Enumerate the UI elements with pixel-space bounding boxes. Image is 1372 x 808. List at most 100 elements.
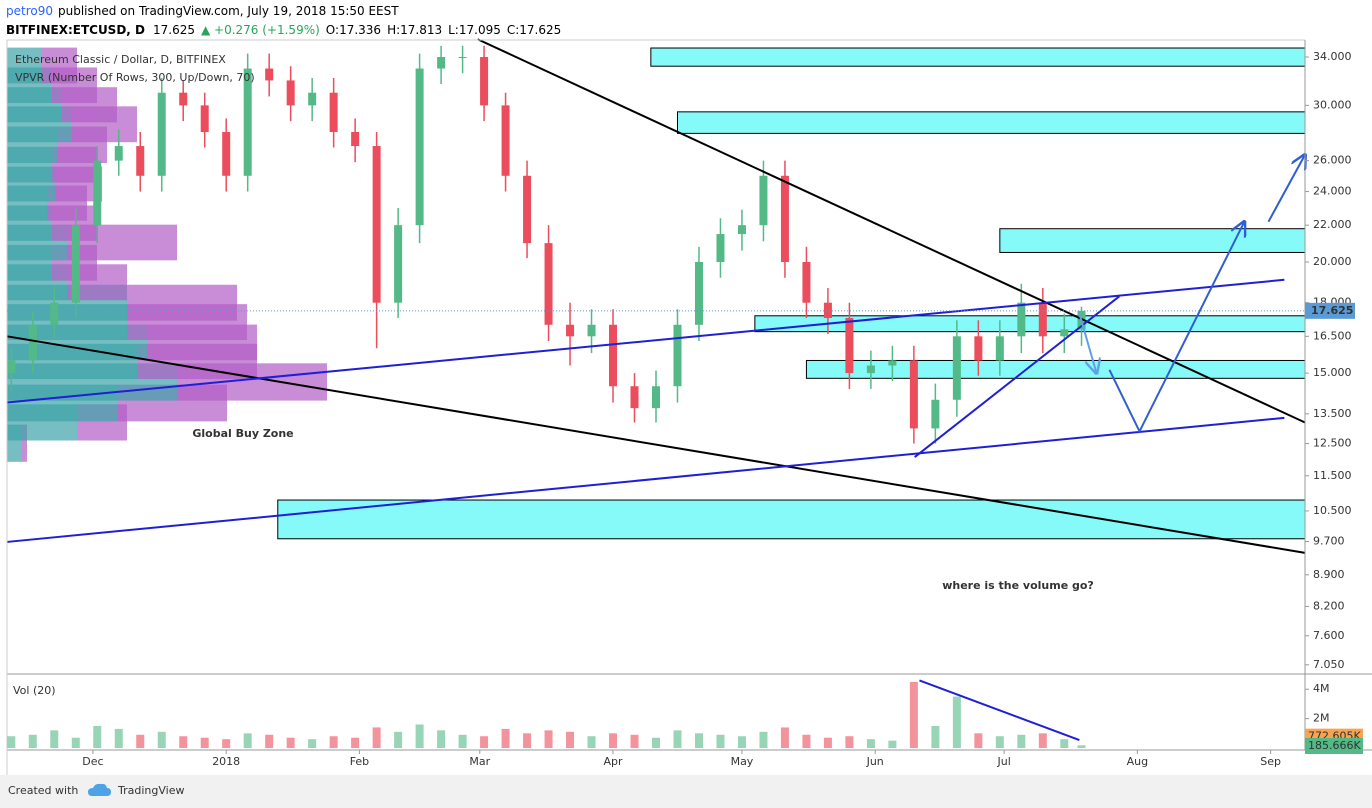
candle-body <box>952 336 961 400</box>
volume-bar <box>286 737 295 748</box>
volume-title: Vol (20) <box>13 684 56 697</box>
vpvr-down <box>42 47 77 84</box>
volume-last-label: 185.666K <box>1308 739 1361 752</box>
volume-bar <box>673 730 682 748</box>
candle-body <box>157 92 166 176</box>
candle-body <box>93 160 102 226</box>
candle-body <box>114 146 123 161</box>
y-tick-label: 12.500 <box>1313 437 1352 450</box>
vpvr-title: VPVR (Number Of Rows, 300, Up/Down, 70) <box>15 71 255 84</box>
candle-body <box>394 225 403 303</box>
volume-bar <box>1077 745 1086 748</box>
candle-body <box>50 302 59 325</box>
trend-line <box>6 278 1285 404</box>
candle-body <box>652 386 660 409</box>
x-tick-label: Aug <box>1127 755 1148 768</box>
ohlc: O:17.336 <box>326 23 381 37</box>
candle-body <box>609 324 618 387</box>
volume-bar <box>931 725 940 748</box>
annotation: Global Buy Zone <box>192 427 293 440</box>
volume-bar <box>222 739 231 748</box>
x-tick-label: Jun <box>866 755 884 768</box>
trend-line <box>477 38 1306 424</box>
volume-bar <box>523 733 532 748</box>
trend-line <box>914 295 1120 458</box>
x-tick-label: Mar <box>469 755 490 768</box>
x-tick-label: 2018 <box>212 755 240 768</box>
price-pane <box>6 38 1306 742</box>
volume-bar <box>609 733 618 748</box>
volume-bar <box>394 731 403 748</box>
volume-bar <box>265 734 274 748</box>
vpvr-up <box>7 47 42 84</box>
candle-body <box>437 57 446 69</box>
volume-tick-label: 2M <box>1313 712 1330 725</box>
ohlc: L:17.095 <box>448 23 501 37</box>
volume-bar <box>544 730 553 748</box>
candle-body <box>28 324 37 361</box>
author[interactable]: petro90 <box>6 4 53 18</box>
y-tick-label: 20.000 <box>1313 255 1352 268</box>
trend-line <box>6 335 1306 554</box>
volume-bar <box>866 739 875 748</box>
candle-body <box>308 92 317 106</box>
candle-body <box>179 92 188 106</box>
vpvr-down <box>127 284 237 321</box>
candle-body <box>7 360 16 374</box>
change: ▲ +0.276 (+1.59%) <box>201 23 320 37</box>
published: published on TradingView.com, July 19, 2… <box>58 4 399 18</box>
volume-bar <box>652 737 660 748</box>
volume-bar <box>909 681 918 748</box>
y-tick-label: 10.500 <box>1313 504 1352 517</box>
candle-body <box>566 324 575 337</box>
volume-bar <box>587 736 596 748</box>
volume-bar <box>458 734 467 748</box>
volume-bar <box>200 737 209 748</box>
candle-body <box>737 225 746 235</box>
y-tick-label: 7.050 <box>1313 658 1345 671</box>
volume-bar <box>716 734 725 748</box>
logo[interactable] <box>88 783 111 796</box>
y-tick-label: 11.500 <box>1313 469 1352 482</box>
volume-bar <box>480 736 489 748</box>
candle-body <box>136 146 145 176</box>
y-tick-label: 8.900 <box>1313 568 1345 581</box>
candle-body <box>480 57 489 106</box>
y-tick-label: 8.200 <box>1313 599 1345 612</box>
candle-body <box>995 336 1004 361</box>
candle-body <box>523 175 532 244</box>
candle-body <box>888 360 897 366</box>
y-tick-label: 7.600 <box>1313 629 1345 642</box>
footer <box>0 775 1372 808</box>
candle-body <box>866 365 875 374</box>
x-tick-label: May <box>731 755 754 768</box>
y-tick-label: 16.500 <box>1313 329 1352 342</box>
volume-bar <box>351 737 360 748</box>
x-tick-label: Jul <box>996 755 1010 768</box>
ohlc: H:17.813 <box>387 23 442 37</box>
volume-bar <box>308 739 317 748</box>
price-zone <box>805 359 1306 379</box>
arrow <box>1108 222 1244 434</box>
price: 17.625 <box>153 23 195 37</box>
y-tick-label: 9.700 <box>1313 535 1345 548</box>
candle-body <box>544 243 553 325</box>
volume-bar <box>823 737 832 748</box>
quote-line: BITFINEX:ETCUSD, D 17.625 ▲ +0.276 (+1.59%… <box>6 23 561 37</box>
volume-bar <box>243 733 252 748</box>
x-tick-label: Apr <box>604 755 624 768</box>
last-price-box <box>1305 302 1355 319</box>
volume-trend-line <box>919 679 1080 742</box>
candle-body <box>673 324 682 387</box>
candle-body <box>1060 329 1069 337</box>
volume-bar <box>71 737 80 748</box>
candle-body <box>587 324 596 337</box>
candle-body <box>243 68 252 176</box>
volume-bar <box>566 731 575 748</box>
volume-bar <box>50 730 59 748</box>
trend-line <box>6 416 1285 543</box>
brand[interactable]: TradingView <box>117 784 184 797</box>
volume-bar <box>501 728 510 748</box>
price-zone <box>999 228 1306 253</box>
